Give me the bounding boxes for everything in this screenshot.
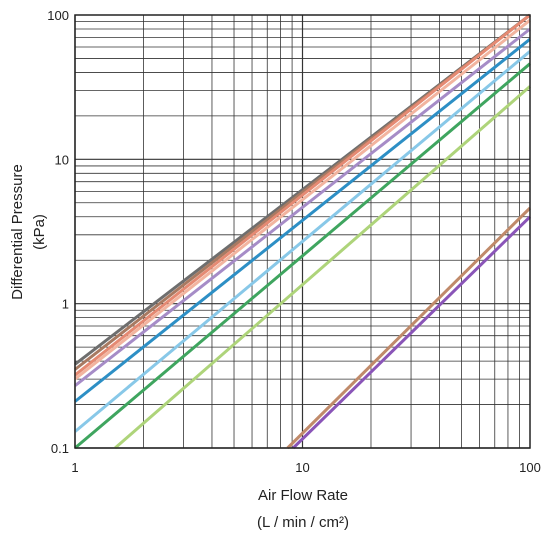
x-tick-label: 100 — [519, 460, 541, 475]
x-axis-unit: (L / min / cm²) — [257, 514, 349, 531]
series-line-4 — [74, 19, 531, 381]
x-tick-label: 10 — [295, 460, 309, 475]
series-line-7 — [74, 50, 531, 433]
series-line-5 — [74, 27, 531, 387]
series-line-9 — [114, 85, 531, 450]
series-line-6 — [74, 38, 531, 403]
y-tick-label: 100 — [47, 8, 69, 23]
series-line-11 — [292, 215, 532, 450]
series-line-10 — [286, 206, 532, 450]
series-lines — [74, 13, 532, 450]
grid — [74, 15, 530, 449]
series-line-3 — [74, 13, 531, 377]
y-tick-label: 0.1 — [51, 441, 69, 456]
y-tick-label: 1 — [62, 297, 69, 312]
plot-frame — [74, 14, 531, 449]
series-line-8 — [74, 62, 531, 450]
x-tick-label: 1 — [71, 460, 78, 475]
x-axis-title: Air Flow Rate — [258, 487, 348, 504]
y-axis-unit: (kPa) — [31, 214, 48, 250]
y-tick-label: 10 — [55, 152, 69, 167]
y-axis-title: Differential Pressure — [9, 164, 26, 300]
